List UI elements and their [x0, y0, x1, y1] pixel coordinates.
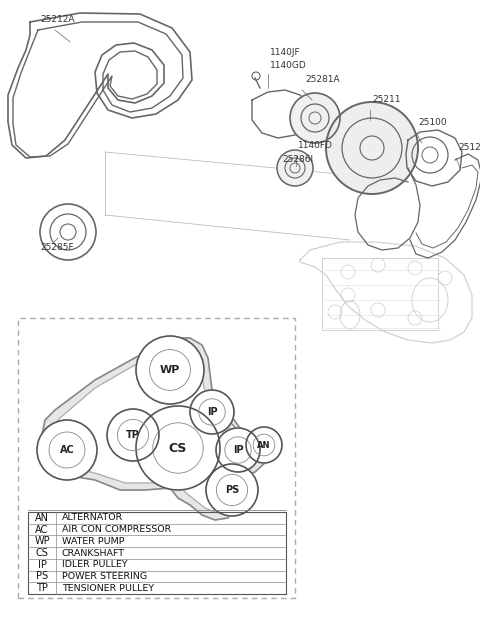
Circle shape	[290, 93, 340, 143]
Text: AN: AN	[35, 513, 49, 523]
Text: PS: PS	[36, 571, 48, 581]
Text: CRANKSHAFT: CRANKSHAFT	[62, 548, 125, 558]
Text: 1140GD: 1140GD	[270, 61, 307, 70]
Text: AC: AC	[60, 445, 74, 455]
Text: 25211: 25211	[372, 95, 400, 104]
Text: IDLER PULLEY: IDLER PULLEY	[62, 560, 128, 569]
Text: 25285F: 25285F	[40, 243, 73, 252]
Text: PS: PS	[225, 485, 239, 495]
Text: CS: CS	[36, 548, 48, 558]
Bar	[28, 512, 286, 594]
Text: CS: CS	[169, 441, 187, 454]
Circle shape	[216, 428, 260, 472]
Text: 25124: 25124	[458, 143, 480, 152]
Circle shape	[190, 390, 234, 434]
Circle shape	[136, 406, 220, 490]
Text: TENSIONER PULLEY: TENSIONER PULLEY	[62, 584, 154, 592]
Text: IP: IP	[233, 445, 243, 455]
Text: 1140JF: 1140JF	[270, 48, 300, 57]
Circle shape	[107, 409, 159, 461]
Text: 1140FD: 1140FD	[298, 141, 333, 150]
Text: TP: TP	[36, 583, 48, 593]
Text: 25286I: 25286I	[282, 155, 313, 164]
Text: POWER STEERING: POWER STEERING	[62, 572, 147, 581]
Circle shape	[136, 336, 204, 404]
Text: IP: IP	[37, 560, 47, 569]
Text: 25212A: 25212A	[40, 15, 74, 24]
Circle shape	[277, 150, 313, 186]
Text: WP: WP	[34, 536, 50, 547]
Text: AC: AC	[36, 524, 48, 535]
Circle shape	[326, 102, 418, 194]
Text: AN: AN	[257, 441, 271, 449]
Circle shape	[246, 427, 282, 463]
Text: 25100: 25100	[418, 118, 446, 127]
Polygon shape	[42, 338, 270, 520]
Circle shape	[37, 420, 97, 480]
Text: ALTERNATOR: ALTERNATOR	[62, 513, 123, 522]
Text: 25281A: 25281A	[305, 75, 340, 84]
Text: IP: IP	[207, 407, 217, 417]
Circle shape	[206, 464, 258, 516]
Text: WATER PUMP: WATER PUMP	[62, 537, 124, 546]
Text: WP: WP	[160, 365, 180, 375]
Text: TP: TP	[126, 430, 140, 440]
Text: AIR CON COMPRESSOR: AIR CON COMPRESSOR	[62, 525, 171, 534]
